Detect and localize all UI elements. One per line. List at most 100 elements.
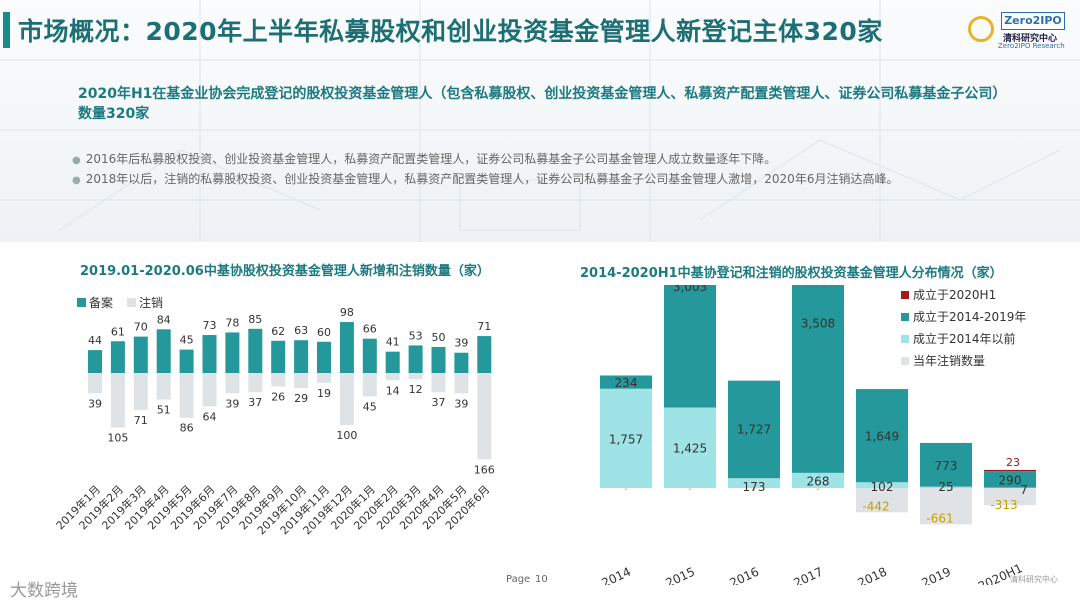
x-tick-label: 2015 [664, 565, 698, 585]
x-tick-label: 2019 [920, 565, 954, 585]
legend-swatch [901, 357, 909, 365]
bar-2014-2019 [728, 380, 780, 479]
bar-before-2014 [792, 472, 844, 488]
legend-swatch-cancelled [127, 298, 136, 307]
bar-2014-2019 [984, 471, 1036, 488]
bar-cancelled [920, 488, 972, 525]
bar-cancelled-label: 45 [363, 400, 377, 413]
bar-filed [133, 336, 148, 373]
bar-filed-label: 50 [432, 331, 446, 344]
bar-filed [88, 350, 102, 373]
logo-english-name: Zero2IPO Research [998, 42, 1065, 50]
bar-before-2014 [856, 482, 908, 488]
bar-cancelled-label: - [816, 484, 820, 495]
bar-filed [431, 347, 446, 373]
bar-filed [156, 329, 171, 373]
bar-cancelled-label: -442 [862, 499, 889, 513]
bar-filed-label: 73 [203, 319, 217, 332]
bar-filed [362, 338, 377, 373]
bar-filed [385, 351, 400, 373]
segment-label-before-2014: 173 [743, 480, 766, 494]
segment-label-2014-2019: 290 [999, 473, 1022, 487]
bar-cancelled-label: 37 [248, 396, 262, 409]
bar-filed [202, 335, 217, 373]
bar-filed-label: 63 [294, 324, 308, 337]
bar-filed-label: 45 [180, 334, 194, 347]
bar-cancelled [110, 373, 125, 428]
legend-label: 成立于2014-2019年 [913, 309, 1026, 324]
bar-cancelled-label: 39 [88, 397, 102, 410]
footer-brand-logo: 大数跨境 [10, 581, 78, 601]
bar-filed-label: 78 [225, 316, 239, 329]
bar-filed [110, 341, 125, 373]
bar-filed-label: 62 [271, 325, 285, 338]
bar-before-2014 [664, 407, 716, 488]
bar-cancelled [317, 373, 331, 383]
bar-cancelled [339, 373, 354, 425]
legend-swatch [901, 335, 909, 343]
bar-cancelled [984, 488, 1036, 506]
zero2ipo-logo: Zero2IPO 清科研究中心 Zero2IPO Research [968, 12, 1068, 54]
bar-cancelled [431, 373, 446, 393]
bar-filed [248, 328, 263, 373]
bar-cancelled-label: - [752, 484, 756, 495]
bar-cancelled-label: - [688, 484, 692, 495]
bar-cancelled [385, 373, 400, 381]
x-tick-label: 2014 [600, 565, 634, 585]
segment-label-2020h1: 23 [1006, 456, 1020, 469]
bar-cancelled-label: 166 [474, 463, 495, 476]
bar-2020h1 [984, 469, 1036, 472]
bar-cancelled [856, 488, 908, 513]
bar-cancelled [362, 373, 377, 397]
bar-cancelled-label: 105 [107, 432, 128, 445]
bar-filed-label: 39 [454, 337, 468, 350]
segment-label-2014-2019: 3,508 [801, 317, 835, 331]
bar-cancelled-label: 100 [336, 429, 357, 442]
bar-2014-2019 [792, 285, 844, 473]
bar-filed-label: 66 [363, 323, 377, 336]
legend-swatch [901, 313, 909, 321]
segment-label-2014-2019: 773 [935, 459, 958, 473]
bar-before-2014 [920, 486, 972, 488]
bar-cancelled [225, 373, 240, 394]
summary-headline: 2020年H1在基金业协会完成登记的股权投资基金管理人（包含私募股权、创业投资基… [78, 86, 1007, 122]
bar-cancelled-label: 51 [157, 404, 171, 417]
title-accent-bar [3, 12, 10, 48]
bullet-item: 2016年后私募股权投资、创业投资基金管理人，私募资产配置类管理人，证券公司私募… [72, 150, 1062, 170]
bar-cancelled [271, 373, 286, 387]
bar-filed [225, 332, 240, 373]
bar-filed-label: 53 [409, 329, 423, 342]
x-tick-label: 2018 [856, 565, 890, 585]
bar-cancelled-label: 71 [134, 414, 148, 427]
segment-label-before-2014: 102 [871, 480, 894, 494]
bar-cancelled-label: 14 [386, 384, 400, 397]
bar-before-2014 [600, 388, 652, 488]
bar-cancelled-label: - [624, 484, 628, 495]
bar-cancelled-label: -313 [990, 498, 1017, 512]
x-tick-label: 2017 [792, 565, 826, 585]
bar-filed [317, 341, 331, 373]
legend-swatch [901, 291, 909, 299]
chart-1-title: 2019.01-2020.06中基协股权投资基金管理人新增和注销数量（家） [80, 264, 490, 279]
bar-cancelled-label: 12 [409, 383, 423, 396]
bar-cancelled [202, 373, 217, 407]
legend-swatch-filed [77, 298, 86, 307]
bar-cancelled [248, 373, 263, 393]
bar-cancelled [408, 373, 423, 380]
segment-label-before-2014: 1,425 [673, 442, 707, 456]
bar-2014-2019 [920, 442, 972, 487]
bar-filed-label: 98 [340, 306, 354, 319]
bar-cancelled-label: 19 [317, 387, 331, 400]
bar-filed-label: 60 [317, 326, 331, 339]
bar-before-2014 [728, 478, 780, 488]
yearly-stacked-chart: 成立于2020H1成立于2014-2019年成立于2014年以前当年注销数量-1… [600, 285, 1036, 585]
bar-filed-label: 84 [157, 313, 171, 326]
segment-label-2014-2019: 1,649 [865, 430, 899, 444]
bar-2014-2019 [664, 285, 716, 408]
segment-label-2014-2019: 234 [615, 376, 638, 390]
bar-cancelled [133, 373, 148, 410]
bar-cancelled [477, 373, 492, 460]
segment-label-before-2014: 7 [1020, 483, 1028, 497]
bullet-item: 2018年以后，注销的私募股权投资、创业投资基金管理人，私募资产配置类管理人，证… [72, 170, 1062, 190]
bar-filed-label: 85 [248, 313, 262, 326]
